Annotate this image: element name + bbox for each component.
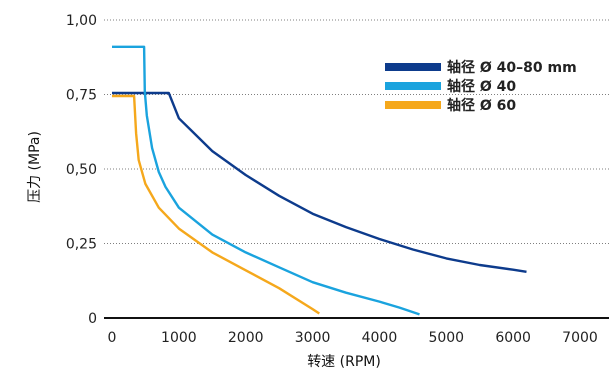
- x-axis-label: 转速 (RPM): [307, 354, 381, 370]
- legend: 轴径 Ø 40–80 mm 轴径 Ø 40 轴径 Ø 60: [385, 59, 577, 114]
- series-layer: [112, 45, 527, 316]
- y-tick-label: 0: [88, 311, 97, 327]
- x-tick-label: 3000: [295, 330, 331, 346]
- y-tick-label: 0,75: [66, 88, 97, 104]
- series-line-3: [112, 94, 320, 315]
- x-tick-label: 4000: [362, 330, 398, 346]
- y-tick-label: 1,00: [66, 13, 97, 29]
- x-tick-label: 1000: [161, 330, 197, 346]
- y-tick-label: 0,25: [66, 237, 97, 253]
- grid-layer: [104, 19, 609, 244]
- legend-swatch-2: [385, 82, 441, 90]
- tick-layer: 0 0,25 0,50 0,75 1,00 0 1000 2000 3000 4000 5000 60…: [66, 13, 598, 346]
- x-tick-label: 5000: [428, 330, 464, 346]
- legend-label-3: 轴径 Ø 60: [447, 97, 516, 114]
- x-tick-label: 2000: [228, 330, 264, 346]
- x-tick-label: 7000: [562, 330, 598, 346]
- series-line-2: [112, 45, 420, 316]
- legend-label-1: 轴径 Ø 40–80 mm: [447, 59, 577, 76]
- series-line-1: [112, 91, 527, 273]
- legend-label-2: 轴径 Ø 40: [447, 78, 516, 95]
- y-axis-label: 压力 (MPa): [27, 131, 43, 203]
- x-tick-label: 6000: [495, 330, 531, 346]
- y-tick-label: 0,50: [66, 162, 97, 178]
- legend-swatch-1: [385, 63, 441, 71]
- legend-swatch-3: [385, 101, 441, 109]
- x-tick-label: 0: [108, 330, 117, 346]
